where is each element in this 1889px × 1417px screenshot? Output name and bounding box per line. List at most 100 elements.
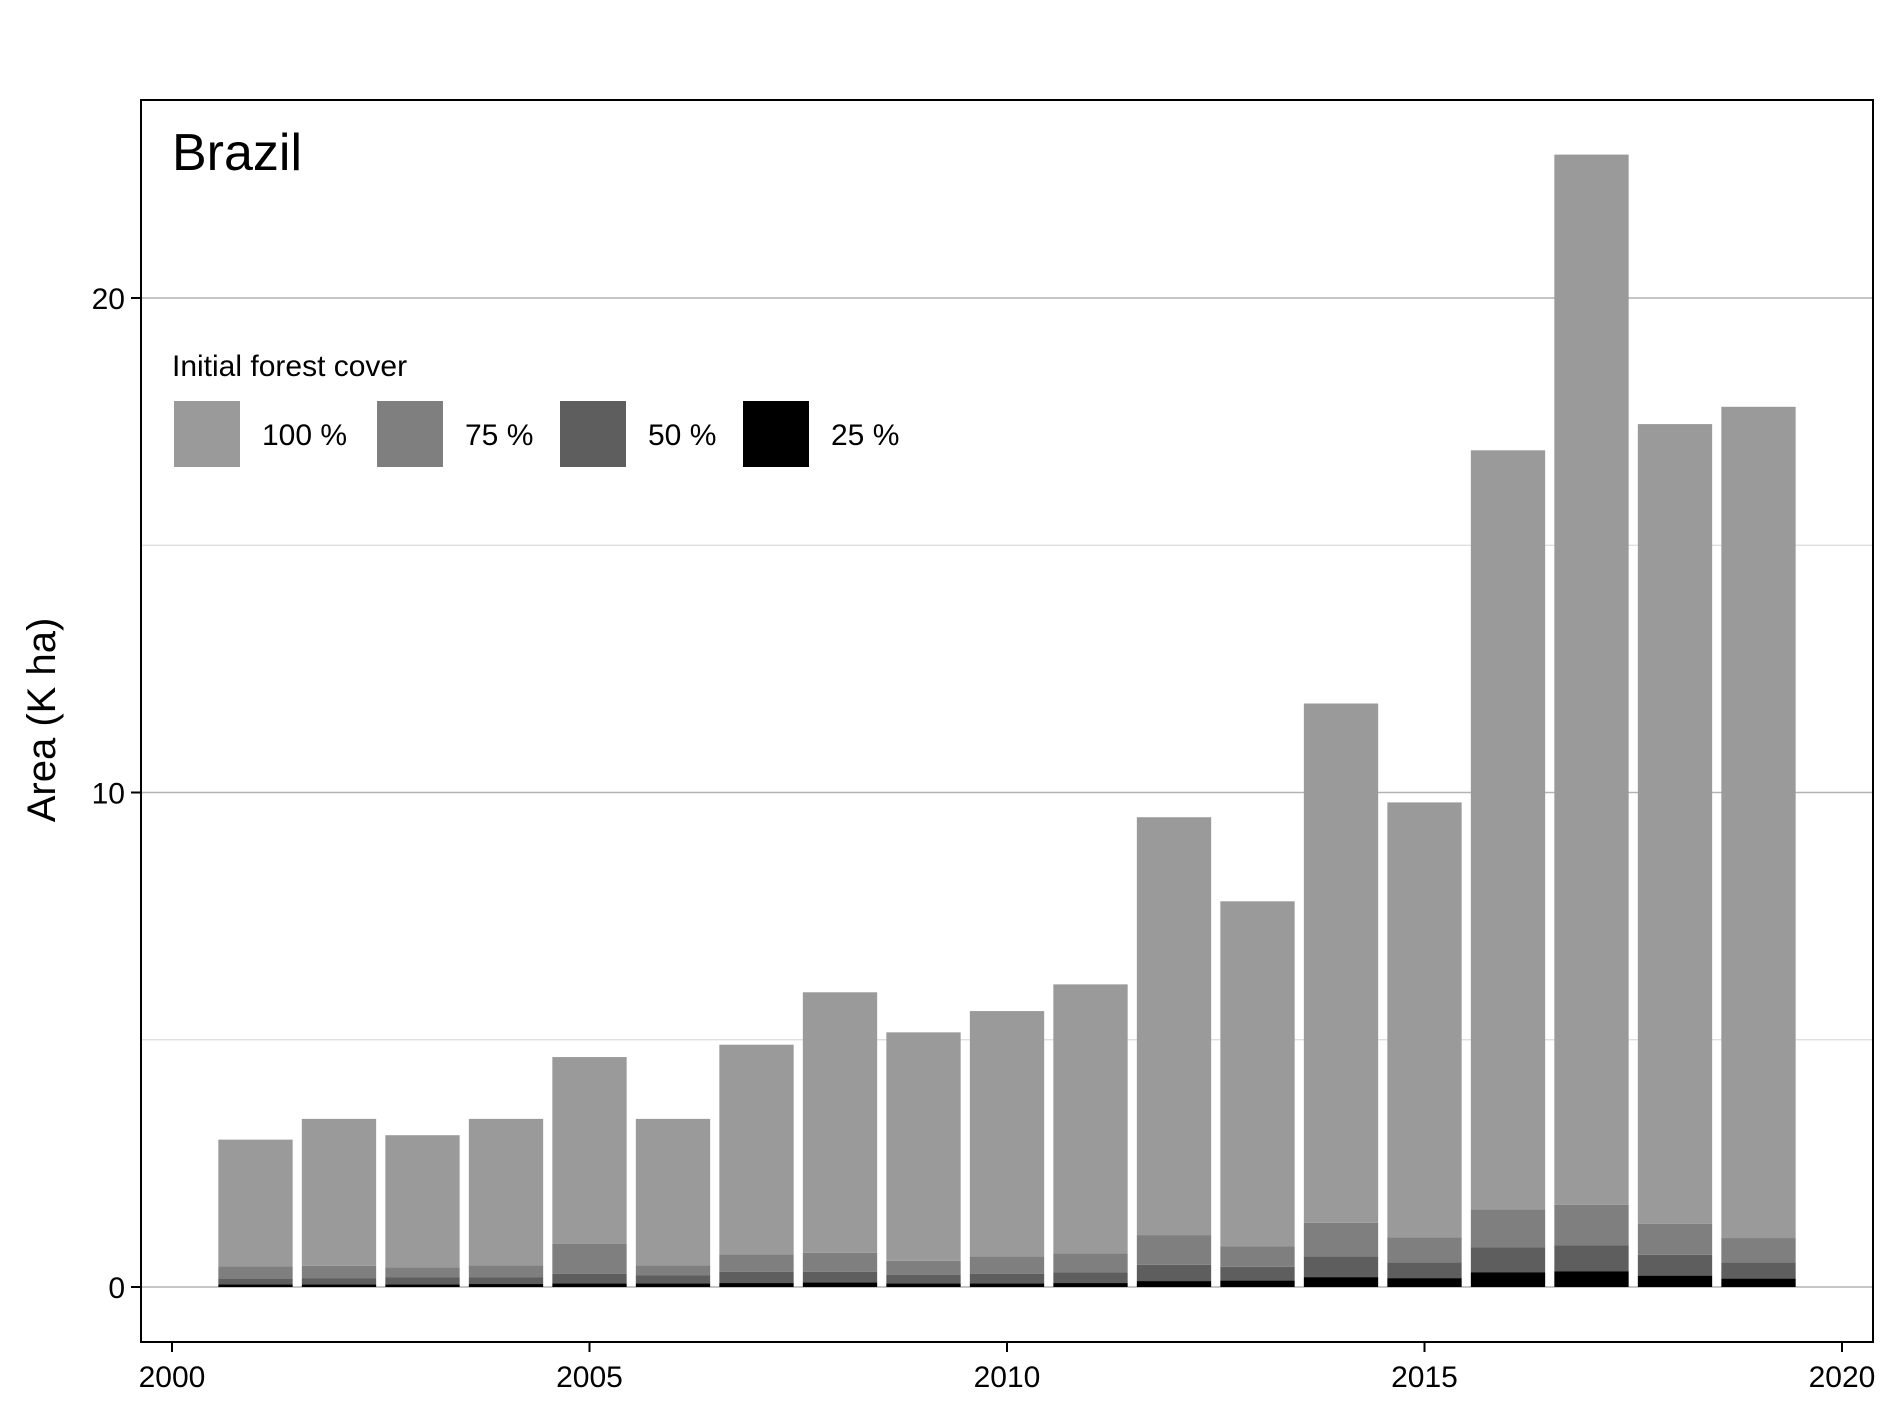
bar-segment bbox=[552, 1283, 627, 1287]
bar-segment bbox=[802, 1282, 878, 1287]
legend-swatch bbox=[377, 401, 443, 467]
bar-segment bbox=[385, 1277, 460, 1285]
legend-entry: 25 % bbox=[743, 401, 899, 467]
bar-segment bbox=[218, 1284, 293, 1287]
bar-segment bbox=[1053, 1283, 1128, 1287]
panel-title: Brazil bbox=[172, 124, 302, 182]
bar-segment bbox=[1136, 1281, 1212, 1287]
legend-swatch bbox=[743, 401, 809, 467]
legend-entry: 75 % bbox=[377, 401, 533, 467]
bar-segment bbox=[719, 1044, 794, 1255]
bar-segment bbox=[1721, 1238, 1796, 1263]
bar-segment bbox=[802, 1271, 878, 1283]
bar-segment bbox=[635, 1118, 711, 1266]
bar-segment bbox=[1387, 1278, 1462, 1287]
x-tick-label: 2010 bbox=[974, 1361, 1041, 1394]
bar-segment bbox=[1136, 1264, 1212, 1282]
bar-segment bbox=[635, 1275, 711, 1284]
bar-segment bbox=[385, 1284, 460, 1287]
bar-segment bbox=[1721, 1278, 1796, 1287]
bar-segment bbox=[719, 1283, 794, 1287]
axes: 2000 2005 2010 2015 2020 0 10 20 bbox=[92, 283, 1876, 1394]
legend-label: 25 % bbox=[831, 419, 899, 452]
bar-segment bbox=[1053, 1253, 1128, 1273]
legend-title: Initial forest cover bbox=[172, 350, 407, 383]
bar-segment bbox=[552, 1273, 627, 1284]
bar-segment bbox=[1220, 1266, 1295, 1281]
bar-segment bbox=[218, 1266, 293, 1279]
legend-swatch bbox=[174, 401, 240, 467]
bar-segment bbox=[1637, 1275, 1713, 1287]
bar-segment bbox=[1220, 1280, 1295, 1287]
bar-segment bbox=[1554, 1245, 1629, 1272]
bar-segment bbox=[1554, 154, 1629, 1205]
bar-segment bbox=[301, 1265, 377, 1279]
legend-entries: 100 % 75 % 50 % 25 % bbox=[174, 401, 899, 467]
bar-segment bbox=[218, 1139, 293, 1267]
bar-segment bbox=[1637, 424, 1713, 1224]
bar-segment bbox=[468, 1118, 544, 1266]
bar-segment bbox=[468, 1265, 544, 1278]
legend-swatch bbox=[560, 401, 626, 467]
bar-segment bbox=[1554, 1204, 1629, 1246]
bar-segment bbox=[218, 1278, 293, 1285]
bar-segment bbox=[719, 1271, 794, 1284]
y-tick-label: 0 bbox=[108, 1272, 125, 1305]
y-axis-label: Area (K ha) bbox=[20, 618, 64, 823]
bar-segment bbox=[301, 1284, 377, 1287]
bar-segment bbox=[552, 1057, 627, 1244]
bar-segment bbox=[635, 1283, 711, 1287]
bar-segment bbox=[886, 1032, 961, 1261]
x-tick-label: 2015 bbox=[1391, 1361, 1458, 1394]
bar-segment bbox=[1721, 1262, 1796, 1279]
bar-segment bbox=[886, 1283, 961, 1287]
bar-segment bbox=[969, 1283, 1045, 1287]
legend-entry: 100 % bbox=[174, 401, 347, 467]
bar-segment bbox=[1470, 1272, 1546, 1287]
bar-segment bbox=[1136, 1235, 1212, 1265]
legend-label: 50 % bbox=[648, 419, 716, 452]
y-tick-label: 10 bbox=[92, 778, 125, 811]
legend-label: 75 % bbox=[465, 419, 533, 452]
bar-segment bbox=[635, 1265, 711, 1276]
bar-segment bbox=[1220, 901, 1295, 1247]
bar-segment bbox=[1470, 450, 1546, 1210]
bar-segment bbox=[468, 1277, 544, 1285]
bar-segment bbox=[385, 1267, 460, 1278]
bar-segment bbox=[1554, 1271, 1629, 1287]
bar-segment bbox=[1136, 817, 1212, 1236]
x-tick-label: 2005 bbox=[556, 1361, 623, 1394]
bar-segment bbox=[969, 1011, 1045, 1257]
bar-segment bbox=[1303, 703, 1379, 1223]
bar-segment bbox=[1303, 1277, 1379, 1287]
bar-segment bbox=[468, 1284, 544, 1287]
bars bbox=[218, 154, 1796, 1287]
bar-segment bbox=[301, 1118, 377, 1266]
bar-segment bbox=[1721, 406, 1796, 1239]
bar-segment bbox=[385, 1135, 460, 1268]
bar-segment bbox=[886, 1260, 961, 1275]
bar-segment bbox=[1387, 1262, 1462, 1279]
bar-segment bbox=[802, 992, 878, 1253]
bar-segment bbox=[969, 1273, 1045, 1284]
bar-segment bbox=[1303, 1222, 1379, 1257]
bar-segment bbox=[1053, 1272, 1128, 1284]
bar-segment bbox=[719, 1254, 794, 1272]
bar-segment bbox=[802, 1252, 878, 1272]
bar-segment bbox=[886, 1274, 961, 1284]
bar-segment bbox=[1387, 802, 1462, 1238]
legend-entry: 50 % bbox=[560, 401, 716, 467]
bar-segment bbox=[1470, 1209, 1546, 1248]
bar-segment bbox=[1637, 1254, 1713, 1276]
bar-segment bbox=[1387, 1237, 1462, 1263]
x-tick-label: 2000 bbox=[139, 1361, 206, 1394]
x-tick-label: 2020 bbox=[1809, 1361, 1876, 1394]
legend: Initial forest cover 100 % 75 % 50 % 25 % bbox=[172, 350, 899, 467]
y-tick-label: 20 bbox=[92, 283, 125, 316]
bar-segment bbox=[552, 1243, 627, 1274]
bar-segment bbox=[1637, 1223, 1713, 1255]
bar-segment bbox=[1220, 1246, 1295, 1267]
bar-segment bbox=[969, 1256, 1045, 1274]
bar-segment bbox=[1053, 984, 1128, 1254]
